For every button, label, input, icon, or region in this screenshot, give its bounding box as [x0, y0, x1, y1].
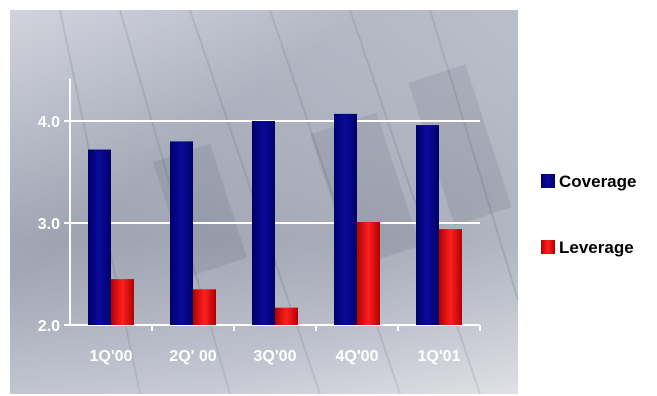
legend-swatch-leverage [541, 240, 555, 254]
bar-leverage-1 [193, 289, 216, 325]
legend-label-leverage: Leverage [559, 238, 634, 257]
bar-coverage-2 [252, 121, 275, 325]
tick-labels: 2.0 3.0 4.0 1Q'00 2Q' 00 3Q'00 4Q'00 1Q'01 [38, 114, 461, 365]
bar-coverage-4 [416, 125, 439, 325]
bars [88, 113, 462, 325]
bar-leverage-4 [439, 229, 462, 325]
bar-leverage-3 [357, 221, 380, 325]
legend-swatch-coverage [541, 174, 555, 188]
bar-coverage-3 [334, 113, 357, 325]
x-tick-label: 1Q'00 [90, 348, 133, 365]
legend-label-coverage: Coverage [559, 172, 636, 191]
x-tick-label: 3Q'00 [254, 348, 297, 365]
bar-leverage-2 [275, 307, 298, 325]
x-tick-label: 2Q' 00 [169, 348, 216, 365]
bar-coverage-1 [170, 141, 193, 325]
bar-coverage-0 [88, 149, 111, 325]
x-tick-label: 1Q'01 [418, 348, 461, 365]
legend: Coverage Leverage [541, 172, 636, 257]
y-tick-label: 2.0 [38, 318, 60, 335]
x-tick-label: 4Q'00 [336, 348, 379, 365]
y-tick-label: 3.0 [38, 216, 60, 233]
y-tick-label: 4.0 [38, 114, 60, 131]
bar-leverage-0 [111, 279, 134, 325]
